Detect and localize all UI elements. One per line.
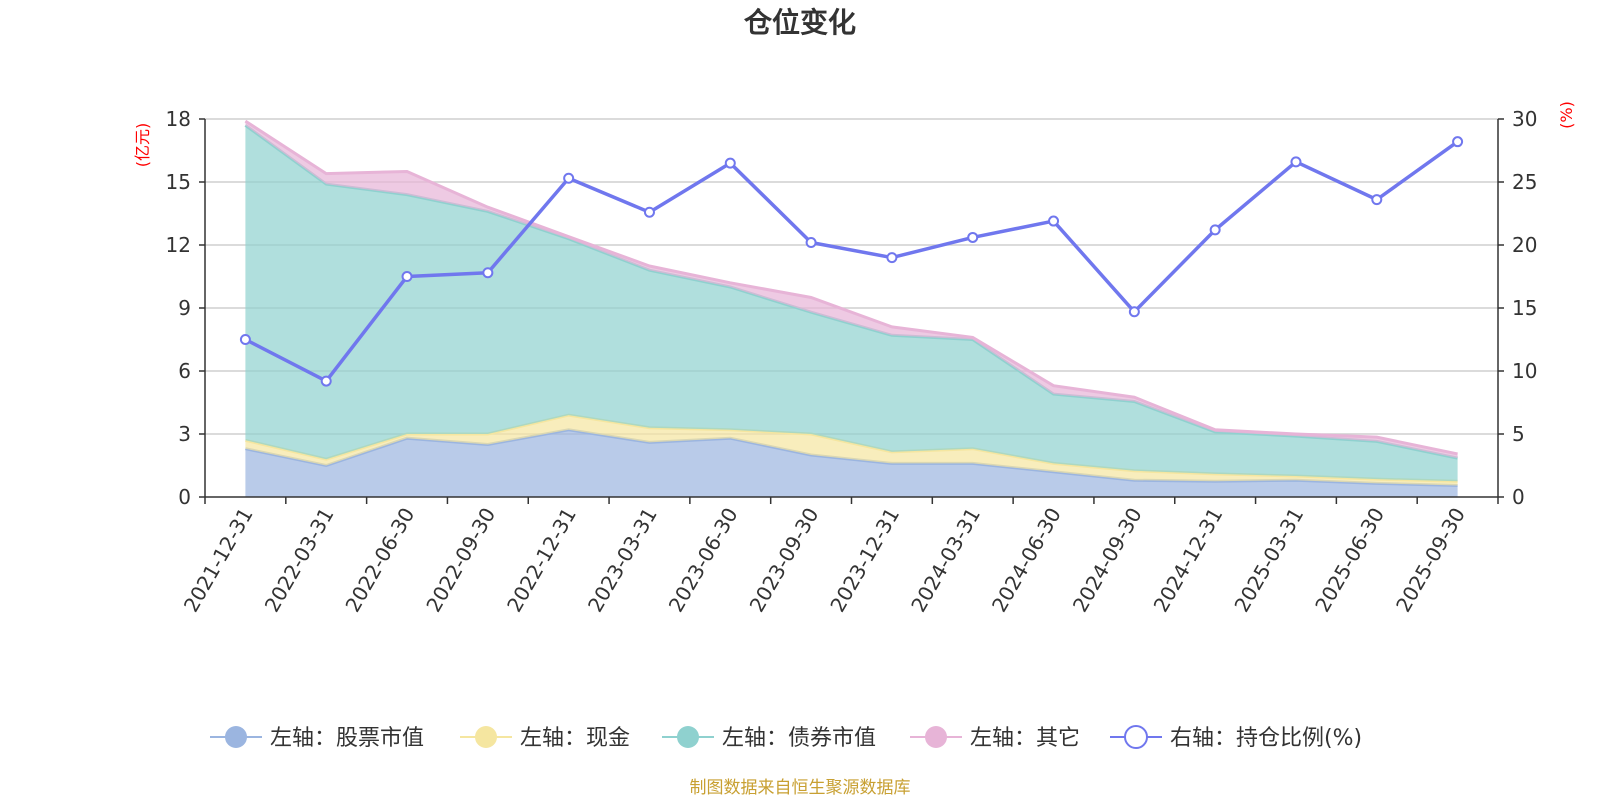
x-tick-label: 2024-03-31: [906, 504, 985, 617]
left-tick-label: 12: [166, 233, 191, 257]
legend-item-1: 左轴：股票市值: [210, 726, 424, 751]
left-tick-label: 18: [166, 107, 191, 131]
left-tick-label: 0: [178, 485, 191, 509]
ratio-line: [239, 136, 1464, 387]
ratio-point: [967, 231, 979, 243]
x-tick-label: 2025-03-31: [1229, 504, 1308, 617]
area-series-2: [245, 415, 1458, 486]
area-series-3: [245, 125, 1458, 482]
left-tick-label: 15: [166, 170, 191, 194]
legend-label: 左轴：股票市值: [270, 726, 424, 751]
legend-label: 右轴：持仓比例(%): [1170, 726, 1362, 751]
x-tick-label: 2023-12-31: [825, 504, 904, 617]
source-note: 制图数据来自恒生聚源数据库: [690, 778, 911, 798]
legend-label: 左轴：债券市值: [722, 726, 876, 751]
area-series-1: [245, 429, 1458, 497]
ratio-point: [886, 252, 898, 264]
chart-title: 仓位变化: [744, 6, 856, 39]
x-tick-label: 2022-09-30: [421, 504, 500, 617]
x-tick-label: 2023-03-31: [583, 504, 662, 617]
ratio-point: [1048, 215, 1060, 227]
ratio-point: [805, 236, 817, 248]
legend-swatch-marker: [677, 726, 699, 748]
ratio-point: [320, 375, 332, 387]
ratio-point: [239, 334, 251, 345]
right-tick-label: 30: [1512, 107, 1537, 131]
ratio-line-path: [244, 140, 1459, 383]
x-tick-label: 2021-12-31: [179, 504, 258, 617]
x-tick-label: 2024-06-30: [987, 504, 1066, 617]
legend-swatch-marker: [925, 726, 947, 748]
x-tick-label: 2024-09-30: [1068, 504, 1147, 617]
right-tick-label: 5: [1512, 422, 1525, 446]
ratio-point: [401, 271, 413, 282]
right-tick-label: 10: [1512, 359, 1537, 383]
ratio-point: [1290, 156, 1302, 168]
x-tick-label: 2022-03-31: [260, 504, 339, 617]
x-tick-label: 2025-06-30: [1310, 504, 1389, 617]
left-axis-unit: (亿元): [133, 123, 152, 168]
left-tick-label: 9: [178, 296, 191, 320]
legend-label: 左轴：其它: [970, 726, 1080, 751]
stacked-areas: [244, 119, 1458, 497]
ratio-point: [1452, 136, 1464, 148]
right-tick-label: 15: [1512, 296, 1537, 320]
ratio-point: [1128, 306, 1140, 318]
legend: 左轴：股票市值 左轴：现金 左轴：债券市值 左轴：其它 右轴：持仓比例(%): [210, 725, 1362, 751]
right-axis-unit: (%): [1557, 101, 1576, 129]
legend-item-2: 左轴：现金: [460, 726, 630, 751]
legend-swatch-marker: [475, 726, 497, 748]
right-tick-label: 0: [1512, 485, 1525, 509]
x-tick-label: 2022-06-30: [340, 504, 419, 617]
left-tick-label: 3: [178, 422, 191, 446]
ratio-point: [643, 206, 655, 218]
legend-item-3: 左轴：债券市值: [662, 726, 876, 751]
x-tick-label: 2023-06-30: [664, 504, 743, 617]
legend-swatch-marker: [225, 726, 247, 748]
legend-item-5: 右轴：持仓比例(%): [1110, 725, 1362, 751]
x-tick-label: 2023-09-30: [745, 504, 824, 617]
right-tick-label: 25: [1512, 170, 1537, 194]
ratio-point: [1371, 194, 1383, 206]
legend-item-4: 左轴：其它: [910, 726, 1080, 751]
ratio-point: [482, 267, 494, 279]
legend-swatch-marker: [1124, 725, 1148, 749]
ratio-point: [563, 172, 575, 184]
x-tick-label: 2025-09-30: [1391, 504, 1470, 617]
left-tick-label: 6: [178, 359, 191, 383]
ratio-point: [1209, 224, 1221, 236]
ratio-point: [724, 157, 736, 169]
legend-label: 左轴：现金: [520, 726, 630, 751]
x-tick-label: 2022-12-31: [502, 504, 581, 617]
x-tick-label: 2024-12-31: [1149, 504, 1228, 617]
right-tick-label: 20: [1512, 233, 1537, 257]
area-edge-series-4: [244, 119, 1458, 456]
